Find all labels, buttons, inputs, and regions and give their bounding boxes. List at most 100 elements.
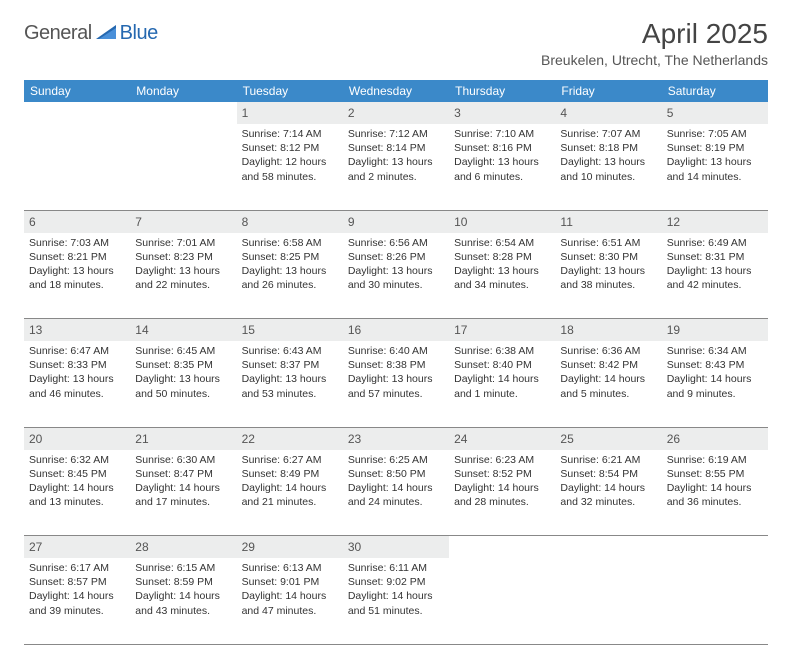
day-number: 28 [135,540,148,554]
day-line: Sunset: 8:16 PM [454,141,550,155]
day-number-cell: 27 [24,536,130,558]
day-number: 15 [242,323,255,337]
day-text: Sunrise: 6:34 AMSunset: 8:43 PMDaylight:… [667,344,763,401]
day-line: and 17 minutes. [135,495,231,509]
day-content-cell: Sunrise: 7:07 AMSunset: 8:18 PMDaylight:… [555,124,661,210]
day-text: Sunrise: 6:23 AMSunset: 8:52 PMDaylight:… [454,453,550,510]
day-line: Sunrise: 6:13 AM [242,561,338,575]
day-number: 18 [560,323,573,337]
day-text: Sunrise: 6:40 AMSunset: 8:38 PMDaylight:… [348,344,444,401]
day-number: 4 [560,106,567,120]
day-number-cell: 23 [343,428,449,450]
day-line: Sunset: 8:52 PM [454,467,550,481]
day-line: and 42 minutes. [667,278,763,292]
day-text: Sunrise: 6:11 AMSunset: 9:02 PMDaylight:… [348,561,444,618]
day-content-row: Sunrise: 7:14 AMSunset: 8:12 PMDaylight:… [24,124,768,210]
day-text: Sunrise: 6:15 AMSunset: 8:59 PMDaylight:… [135,561,231,618]
day-line: Sunset: 8:30 PM [560,250,656,264]
day-number: 20 [29,432,42,446]
day-text: Sunrise: 6:43 AMSunset: 8:37 PMDaylight:… [242,344,338,401]
day-text: Sunrise: 6:51 AMSunset: 8:30 PMDaylight:… [560,236,656,293]
day-line: Daylight: 13 hours [242,264,338,278]
day-content-cell: Sunrise: 6:23 AMSunset: 8:52 PMDaylight:… [449,450,555,536]
day-line: Sunrise: 6:36 AM [560,344,656,358]
day-number: 3 [454,106,461,120]
day-content-cell: Sunrise: 7:12 AMSunset: 8:14 PMDaylight:… [343,124,449,210]
title-block: April 2025 Breukelen, Utrecht, The Nethe… [541,18,768,68]
day-content-cell: Sunrise: 6:36 AMSunset: 8:42 PMDaylight:… [555,341,661,427]
day-content-cell: Sunrise: 6:15 AMSunset: 8:59 PMDaylight:… [130,558,236,644]
day-line: Sunset: 8:35 PM [135,358,231,372]
day-text: Sunrise: 6:56 AMSunset: 8:26 PMDaylight:… [348,236,444,293]
day-text: Sunrise: 6:21 AMSunset: 8:54 PMDaylight:… [560,453,656,510]
day-number-cell: 9 [343,211,449,233]
day-number: 24 [454,432,467,446]
day-line: Sunrise: 7:01 AM [135,236,231,250]
day-line: Sunrise: 7:05 AM [667,127,763,141]
day-line: and 24 minutes. [348,495,444,509]
day-line: Sunset: 8:49 PM [242,467,338,481]
day-text: Sunrise: 7:14 AMSunset: 8:12 PMDaylight:… [242,127,338,184]
day-number-cell: 14 [130,319,236,341]
day-line: Sunrise: 6:30 AM [135,453,231,467]
calendar-table: Sunday Monday Tuesday Wednesday Thursday… [24,80,768,645]
day-text: Sunrise: 6:19 AMSunset: 8:55 PMDaylight:… [667,453,763,510]
day-line: Daylight: 13 hours [454,155,550,169]
day-line: Sunrise: 6:15 AM [135,561,231,575]
day-content-cell: Sunrise: 6:34 AMSunset: 8:43 PMDaylight:… [662,341,768,427]
day-number-cell: 3 [449,102,555,124]
day-content-cell [555,558,661,644]
day-text: Sunrise: 6:13 AMSunset: 9:01 PMDaylight:… [242,561,338,618]
day-line: and 32 minutes. [560,495,656,509]
day-line: Daylight: 14 hours [29,481,125,495]
day-content-cell: Sunrise: 6:47 AMSunset: 8:33 PMDaylight:… [24,341,130,427]
daynum-row: 12345 [24,102,768,124]
day-number-cell: 24 [449,428,555,450]
day-line: Daylight: 14 hours [454,481,550,495]
day-line: Daylight: 14 hours [348,589,444,603]
day-line: Sunrise: 6:27 AM [242,453,338,467]
day-number-cell: 15 [237,319,343,341]
day-line: Sunset: 8:55 PM [667,467,763,481]
day-line: and 5 minutes. [560,387,656,401]
day-line: Daylight: 13 hours [135,264,231,278]
day-line: Sunrise: 6:25 AM [348,453,444,467]
day-line: and 43 minutes. [135,604,231,618]
day-line: Daylight: 13 hours [667,264,763,278]
day-line: Daylight: 13 hours [135,372,231,386]
day-number-cell: 21 [130,428,236,450]
day-line: Sunset: 8:28 PM [454,250,550,264]
day-number-cell: 8 [237,211,343,233]
weekday-header: Tuesday [237,80,343,102]
day-line: Sunrise: 6:47 AM [29,344,125,358]
day-line: Sunrise: 7:10 AM [454,127,550,141]
day-line: and 6 minutes. [454,170,550,184]
day-line: Sunset: 8:31 PM [667,250,763,264]
day-text: Sunrise: 7:10 AMSunset: 8:16 PMDaylight:… [454,127,550,184]
day-number-cell [130,102,236,124]
daynum-row: 13141516171819 [24,319,768,341]
day-number-cell: 7 [130,211,236,233]
day-number-cell: 28 [130,536,236,558]
day-line: Sunset: 8:25 PM [242,250,338,264]
day-line: and 51 minutes. [348,604,444,618]
day-line: and 14 minutes. [667,170,763,184]
day-number: 25 [560,432,573,446]
day-text: Sunrise: 6:58 AMSunset: 8:25 PMDaylight:… [242,236,338,293]
weekday-header: Thursday [449,80,555,102]
day-line: Daylight: 14 hours [667,481,763,495]
day-line: Daylight: 12 hours [242,155,338,169]
day-line: Daylight: 14 hours [560,372,656,386]
day-number-cell: 30 [343,536,449,558]
day-line: Daylight: 14 hours [667,372,763,386]
weekday-header: Sunday [24,80,130,102]
day-line: Sunrise: 6:38 AM [454,344,550,358]
day-line: Daylight: 13 hours [560,264,656,278]
day-number: 5 [667,106,674,120]
day-line: Daylight: 14 hours [135,589,231,603]
weekday-header: Friday [555,80,661,102]
logo-triangle-icon [96,25,116,39]
day-content-cell: Sunrise: 6:58 AMSunset: 8:25 PMDaylight:… [237,233,343,319]
day-number-cell [662,536,768,558]
day-content-cell: Sunrise: 6:17 AMSunset: 8:57 PMDaylight:… [24,558,130,644]
